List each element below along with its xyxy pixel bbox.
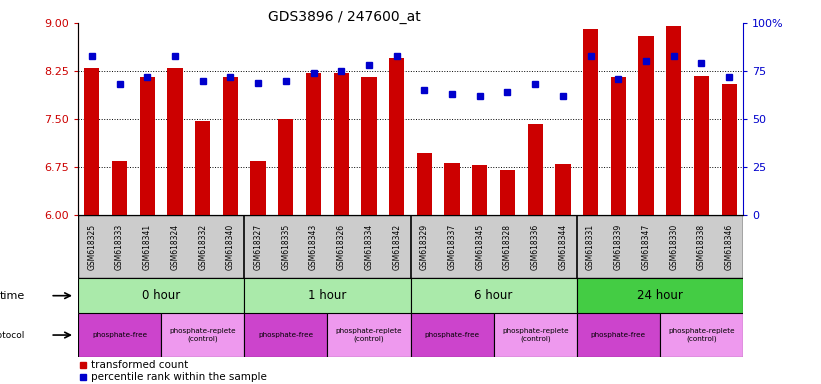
- Bar: [250, 161, 266, 215]
- Text: phosphate-replete
(control): phosphate-replete (control): [336, 328, 402, 342]
- Text: GSM618334: GSM618334: [365, 223, 374, 270]
- Bar: [417, 153, 432, 215]
- Text: GSM618330: GSM618330: [669, 223, 678, 270]
- Text: GSM618339: GSM618339: [614, 223, 623, 270]
- Text: GSM618328: GSM618328: [503, 224, 512, 270]
- Bar: [167, 68, 182, 215]
- Bar: [444, 162, 460, 215]
- Bar: [555, 164, 571, 215]
- Text: GSM618336: GSM618336: [530, 223, 539, 270]
- FancyBboxPatch shape: [161, 313, 245, 357]
- Text: transformed count: transformed count: [91, 360, 189, 370]
- FancyBboxPatch shape: [576, 278, 743, 313]
- FancyBboxPatch shape: [78, 313, 161, 357]
- Text: GSM618325: GSM618325: [87, 223, 96, 270]
- Bar: [361, 78, 377, 215]
- FancyBboxPatch shape: [576, 313, 660, 357]
- Bar: [278, 119, 293, 215]
- Bar: [472, 165, 488, 215]
- FancyBboxPatch shape: [245, 278, 410, 313]
- Bar: [666, 26, 681, 215]
- Text: phosphate-free: phosphate-free: [259, 332, 314, 338]
- Text: GSM618324: GSM618324: [171, 223, 180, 270]
- Text: phosphate-free: phosphate-free: [92, 332, 147, 338]
- FancyBboxPatch shape: [78, 278, 245, 313]
- Text: phosphate-replete
(control): phosphate-replete (control): [169, 328, 236, 342]
- Bar: [639, 36, 654, 215]
- Text: GSM618326: GSM618326: [337, 223, 346, 270]
- Text: 24 hour: 24 hour: [637, 289, 683, 302]
- Text: phosphate-replete
(control): phosphate-replete (control): [502, 328, 568, 342]
- Text: phosphate-free: phosphate-free: [591, 332, 646, 338]
- Text: GSM618331: GSM618331: [586, 223, 595, 270]
- Bar: [195, 121, 210, 215]
- Text: GDS3896 / 247600_at: GDS3896 / 247600_at: [268, 10, 421, 23]
- Bar: [389, 58, 404, 215]
- Text: 0 hour: 0 hour: [142, 289, 181, 302]
- Text: GSM618338: GSM618338: [697, 223, 706, 270]
- Text: GSM618347: GSM618347: [641, 223, 650, 270]
- Text: GSM618335: GSM618335: [282, 223, 291, 270]
- Text: GSM618329: GSM618329: [420, 223, 429, 270]
- Text: GSM618342: GSM618342: [392, 223, 401, 270]
- Text: phosphate-free: phosphate-free: [424, 332, 479, 338]
- Text: GSM618332: GSM618332: [198, 223, 207, 270]
- Text: 6 hour: 6 hour: [475, 289, 513, 302]
- Text: GSM618345: GSM618345: [475, 223, 484, 270]
- Text: GSM618344: GSM618344: [558, 223, 567, 270]
- Text: GSM618346: GSM618346: [725, 223, 734, 270]
- Text: GSM618337: GSM618337: [447, 223, 456, 270]
- Bar: [140, 78, 155, 215]
- Bar: [583, 30, 599, 215]
- FancyBboxPatch shape: [660, 313, 743, 357]
- Bar: [306, 73, 321, 215]
- Text: percentile rank within the sample: percentile rank within the sample: [91, 372, 267, 382]
- Bar: [611, 78, 626, 215]
- Text: growth protocol: growth protocol: [0, 331, 25, 339]
- Bar: [694, 76, 709, 215]
- FancyBboxPatch shape: [493, 313, 576, 357]
- Bar: [722, 84, 736, 215]
- Bar: [112, 161, 127, 215]
- FancyBboxPatch shape: [410, 278, 576, 313]
- FancyBboxPatch shape: [410, 313, 493, 357]
- Bar: [500, 170, 515, 215]
- Text: time: time: [0, 291, 25, 301]
- Text: GSM618327: GSM618327: [254, 223, 263, 270]
- Text: 1 hour: 1 hour: [308, 289, 346, 302]
- Text: GSM618343: GSM618343: [309, 223, 318, 270]
- Text: GSM618341: GSM618341: [143, 223, 152, 270]
- Bar: [528, 124, 543, 215]
- FancyBboxPatch shape: [328, 313, 410, 357]
- Text: GSM618333: GSM618333: [115, 223, 124, 270]
- Text: GSM618340: GSM618340: [226, 223, 235, 270]
- Text: phosphate-replete
(control): phosphate-replete (control): [668, 328, 735, 342]
- Bar: [222, 78, 238, 215]
- Bar: [333, 73, 349, 215]
- FancyBboxPatch shape: [245, 313, 328, 357]
- Bar: [85, 68, 99, 215]
